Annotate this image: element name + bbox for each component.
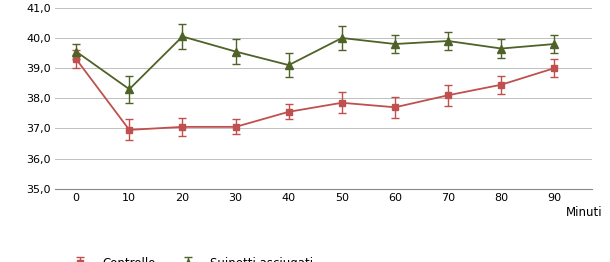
X-axis label: Minuti: Minuti xyxy=(566,206,603,219)
Legend: Controllo, Suinetti asciugati: Controllo, Suinetti asciugati xyxy=(61,252,318,262)
